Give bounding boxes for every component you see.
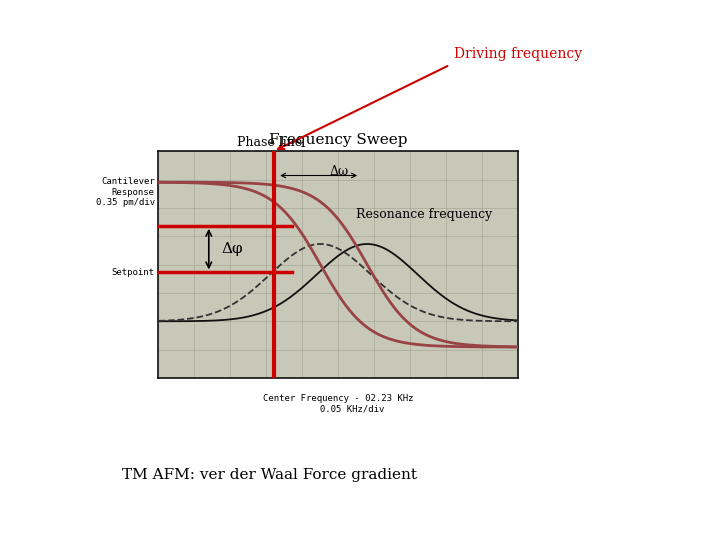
- Title: Frequency Sweep: Frequency Sweep: [269, 133, 408, 147]
- Text: Δφ: Δφ: [222, 242, 243, 256]
- Text: Phase line: Phase line: [238, 136, 302, 148]
- Text: TM AFM: ver der Waal Force gradient: TM AFM: ver der Waal Force gradient: [122, 468, 418, 482]
- Text: Resonance frequency: Resonance frequency: [356, 208, 492, 221]
- Text: Setpoint: Setpoint: [112, 268, 155, 277]
- Text: Δω: Δω: [329, 165, 348, 178]
- Text: Driving frequency: Driving frequency: [454, 47, 582, 61]
- Text: Center Frequency - 02.23 KHz
     0.05 KHz/div: Center Frequency - 02.23 KHz 0.05 KHz/di…: [263, 394, 414, 414]
- Text: Cantilever
Response
0.35 pm/div: Cantilever Response 0.35 pm/div: [96, 177, 155, 207]
